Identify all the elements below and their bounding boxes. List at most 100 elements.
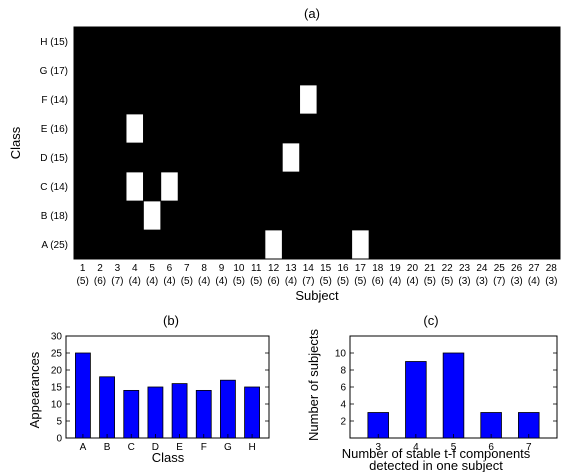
- panel-c-ylabel: Number of subjects: [306, 329, 321, 441]
- heatmap-subject-count: (3): [545, 276, 557, 287]
- heatmap-subject-count: (5): [337, 276, 349, 287]
- heatmap-cell: [91, 27, 109, 56]
- heatmap-cell: [351, 172, 370, 201]
- heatmap-cell: [473, 230, 491, 259]
- heatmap-subject-count: (7): [493, 276, 505, 287]
- heatmap-cell: [525, 56, 543, 85]
- heatmap-cell: [455, 114, 474, 143]
- heatmap-subject-label: 20: [407, 263, 419, 274]
- heatmap-subject-count: (3): [476, 276, 488, 287]
- heatmap-cell: [74, 143, 92, 172]
- bar: [195, 389, 212, 439]
- heatmap-cell: [282, 201, 300, 230]
- heatmap-cell: [317, 27, 335, 56]
- heatmap-subject-label: 3: [115, 263, 121, 274]
- heatmap-cell: [455, 85, 474, 114]
- heatmap-cell: [369, 230, 387, 259]
- heatmap-cell: [195, 143, 213, 172]
- heatmap-cell: [160, 143, 179, 172]
- heatmap-cell: [421, 27, 439, 56]
- heatmap-cell: [455, 56, 474, 85]
- heatmap-cell: [386, 27, 404, 56]
- heatmap-row-label: F (14): [41, 95, 68, 106]
- heatmap-cell: [282, 114, 300, 143]
- heatmap-cell: [369, 27, 387, 56]
- heatmap-cell: [195, 201, 213, 230]
- heatmap-cell: [351, 27, 370, 56]
- heatmap-cell: [490, 27, 508, 56]
- panel-a-heatmap: (a) A (25) B (18) C (14) D (15) E (16) F (14)…: [8, 6, 561, 303]
- x-tick-label: 7: [526, 442, 532, 453]
- heatmap-cell: [369, 56, 387, 85]
- bar: [220, 379, 236, 439]
- heatmap-cell: [74, 56, 92, 85]
- heatmap-cell: [108, 230, 127, 259]
- heatmap-cell: [317, 201, 335, 230]
- heatmap-subject-label: 5: [149, 263, 155, 274]
- heatmap-cell: [91, 85, 109, 114]
- heatmap-subject-label: 12: [268, 263, 280, 274]
- heatmap-subject-count: (6): [372, 276, 384, 287]
- heatmap-cell: [369, 85, 387, 114]
- x-tick-label: A: [80, 442, 87, 453]
- heatmap-cell: [403, 27, 422, 56]
- heatmap-cell: [91, 172, 109, 201]
- heatmap-cell: [230, 56, 248, 85]
- heatmap-cell: [455, 27, 474, 56]
- heatmap-subject-count: (5): [181, 276, 193, 287]
- heatmap-cell: [299, 230, 317, 259]
- heatmap-cell: [143, 56, 161, 85]
- heatmap-cell: [108, 85, 127, 114]
- heatmap-cell: [542, 85, 560, 114]
- heatmap-cell: [490, 85, 508, 114]
- heatmap-cell: [490, 143, 508, 172]
- heatmap-cell: [403, 143, 422, 172]
- heatmap-cell: [542, 56, 560, 85]
- heatmap-cell: [74, 114, 92, 143]
- heatmap-cell: [126, 230, 144, 259]
- heatmap-cell: [317, 114, 335, 143]
- heatmap-subject-label: 2: [97, 263, 103, 274]
- heatmap-cell: [525, 27, 543, 56]
- heatmap-cell: [247, 143, 265, 172]
- heatmap-cell: [143, 201, 161, 230]
- heatmap-subject-count: (5): [320, 276, 332, 287]
- heatmap-frame: [73, 26, 561, 260]
- heatmap-cell: [195, 56, 213, 85]
- heatmap-cell: [351, 201, 370, 230]
- heatmap-cell: [386, 85, 404, 114]
- heatmap-cell: [369, 172, 387, 201]
- y-tick-label: 4: [340, 400, 346, 411]
- heatmap-cell: [369, 114, 387, 143]
- heatmap-subject-label: 10: [233, 263, 245, 274]
- heatmap-cell: [334, 114, 352, 143]
- panel-c-bar-chart: (c) 2 4 6 8 10 3 4 5 6 7 Number of stable t-f com…: [306, 313, 558, 472]
- heatmap-cell: [542, 27, 560, 56]
- heatmap-row-labels: A (25) B (18) C (14) D (15) E (16) F (14) G (1…: [40, 37, 68, 251]
- panel-b-title: (b): [163, 313, 179, 328]
- heatmap-cell: [143, 85, 161, 114]
- heatmap-subject-count: (4): [146, 276, 158, 287]
- y-tick-label: 25: [51, 349, 63, 360]
- heatmap-cell: [126, 143, 144, 172]
- heatmap-cell: [473, 27, 491, 56]
- heatmap-cell: [403, 201, 422, 230]
- heatmap-cell: [386, 201, 404, 230]
- y-tick-label: 15: [51, 383, 63, 394]
- heatmap-subject-label: 4: [132, 263, 138, 274]
- heatmap-subject-count: (4): [163, 276, 175, 287]
- heatmap-cell: [143, 172, 161, 201]
- heatmap-cell: [507, 143, 526, 172]
- heatmap-row-label: D (15): [40, 153, 68, 164]
- bar: [171, 383, 188, 439]
- heatmap-cell: [403, 114, 422, 143]
- heatmap-cell: [490, 230, 508, 259]
- y-tick-label: 5: [56, 417, 62, 428]
- heatmap-column-labels: 1 (5) 2 (6) 3 (7) 4 (4) 5 (4) 6 (4) 7 (5) 8 (4) 9 (4) 10 (5…: [77, 263, 558, 287]
- heatmap-cell: [490, 114, 508, 143]
- panel-b-ylabel: Appearances: [27, 351, 42, 428]
- heatmap-subject-count: (4): [406, 276, 418, 287]
- heatmap-cell: [299, 56, 317, 85]
- heatmap-cell: [160, 172, 179, 201]
- heatmap-cell: [438, 230, 456, 259]
